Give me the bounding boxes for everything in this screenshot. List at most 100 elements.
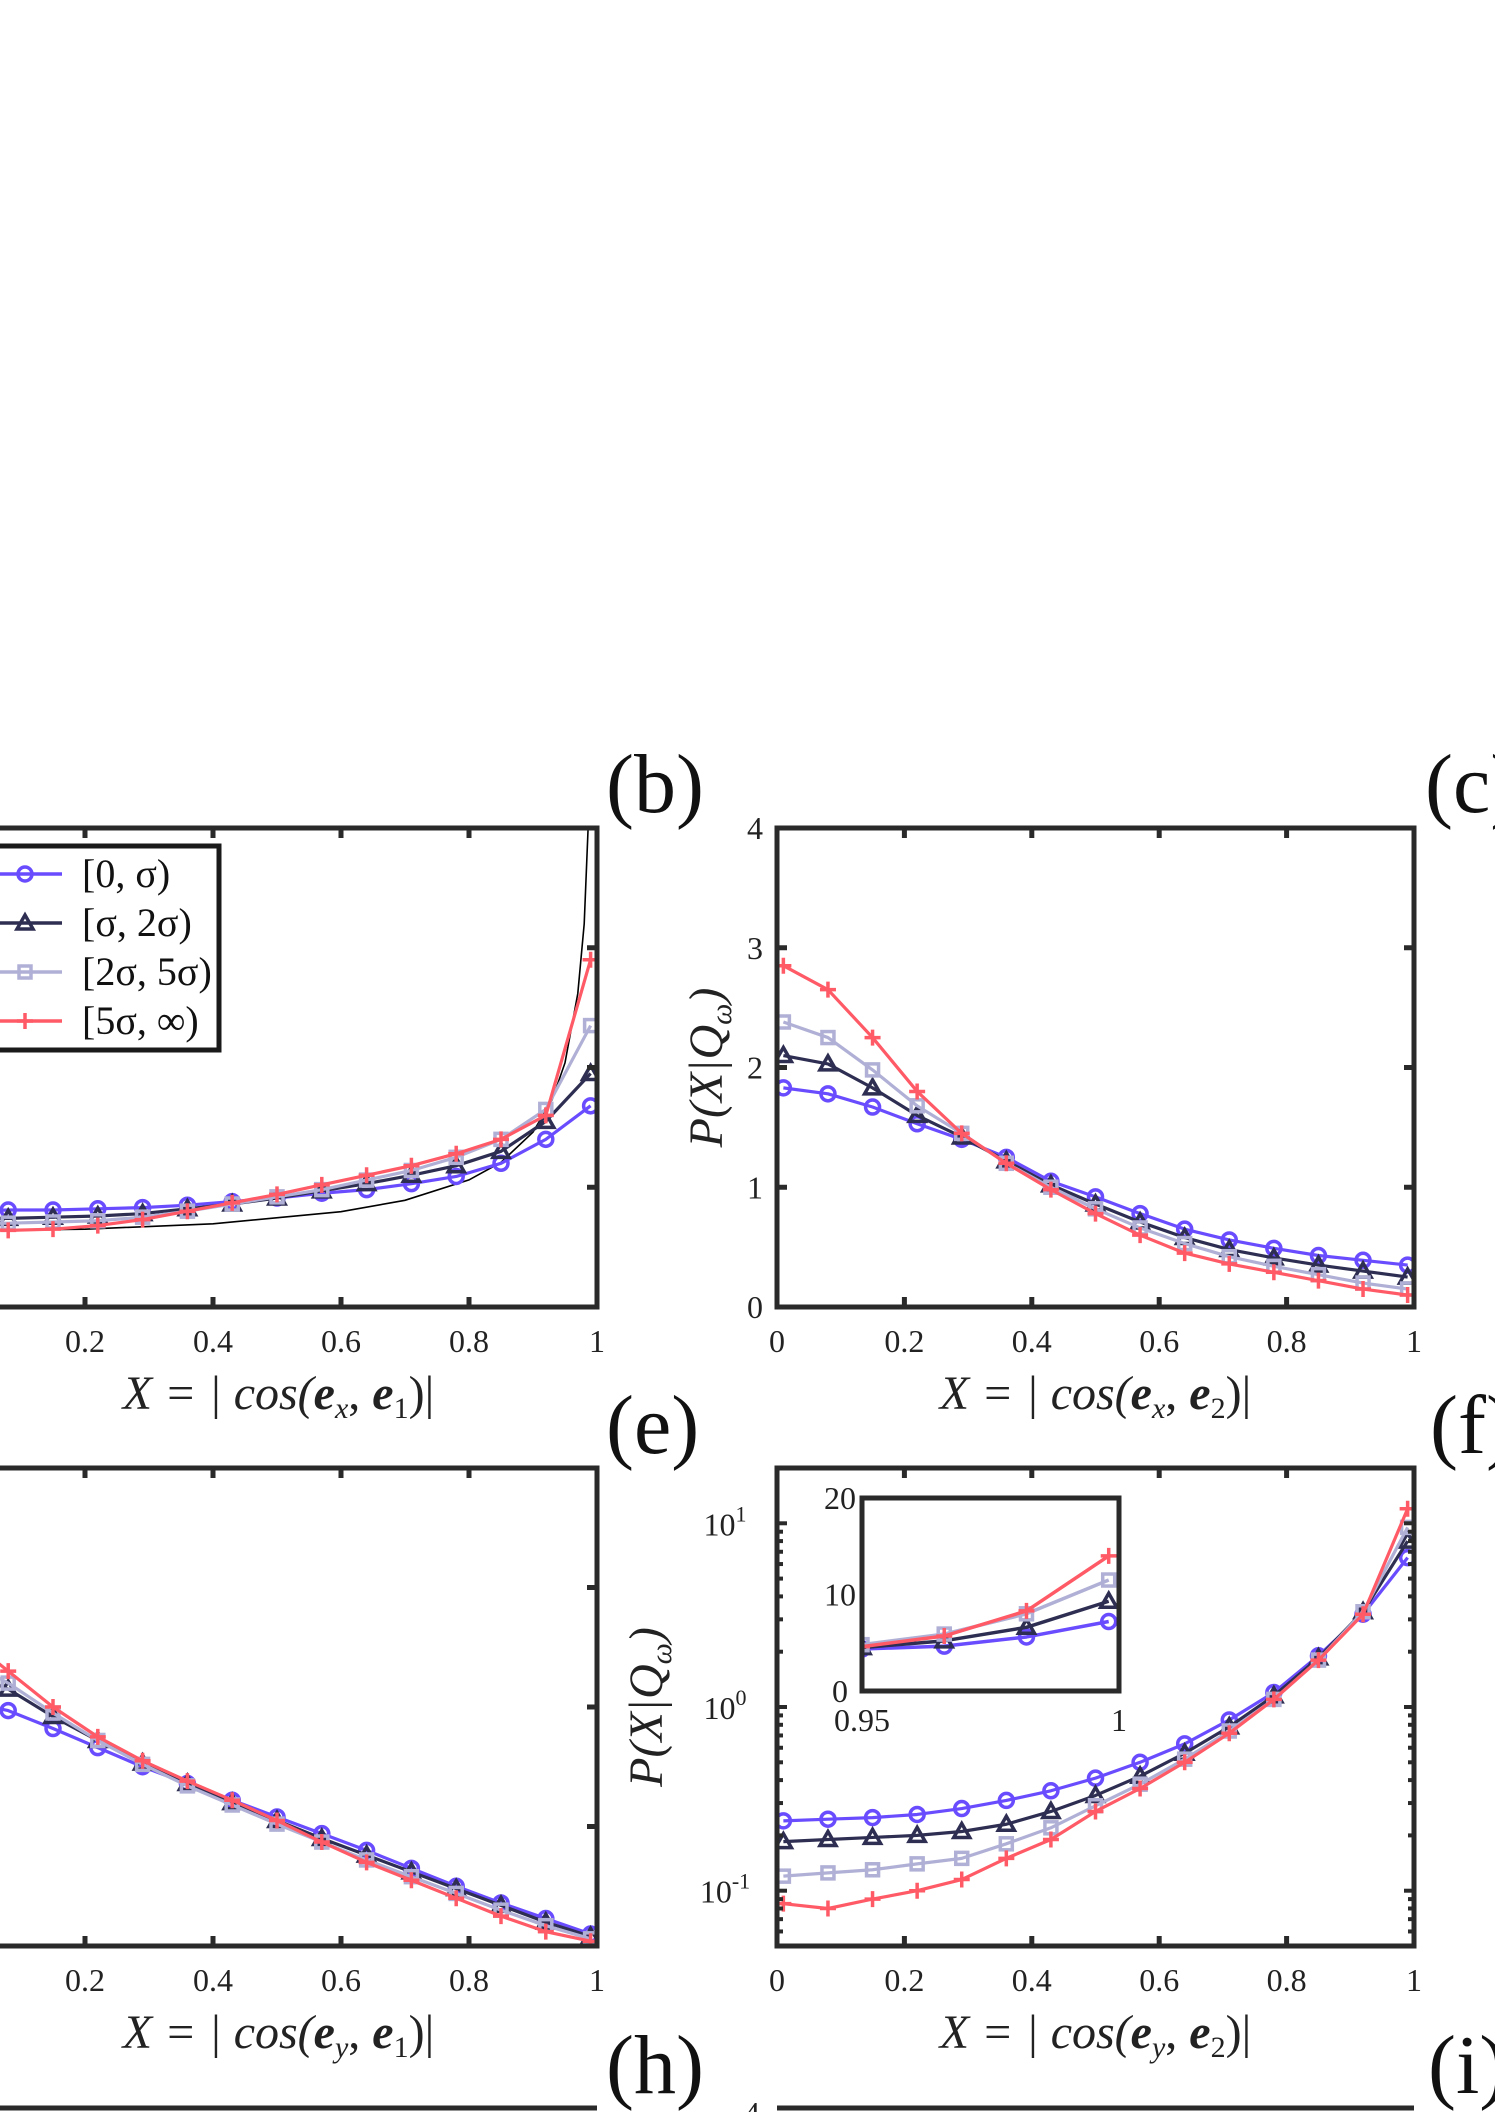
data-point-circle [819, 1085, 837, 1103]
ytick-label: 20 [824, 1480, 856, 1516]
xtick-label: 1 [589, 1323, 605, 1359]
plot-area [862, 1498, 1119, 1691]
data-point-plus [862, 1638, 870, 1655]
ytick-label: 1 [747, 1169, 763, 1205]
xtick-label: 0.4 [193, 1323, 233, 1359]
legend-item-plus: [5σ, ∞) [0, 998, 199, 1043]
data-point-triangle [1307, 1253, 1330, 1273]
data-point-plus [998, 1155, 1015, 1172]
xtick-label: 0.6 [1139, 1323, 1179, 1359]
legend-item-triangle: [σ, 2σ) [0, 900, 192, 945]
series-line [862, 1554, 1110, 1649]
xlabel-vector: e [1189, 2006, 1210, 2059]
series-plus [0, 951, 597, 1239]
data-point-triangle [534, 1109, 557, 1130]
ylabel-text: P(X|Q [680, 1025, 733, 1148]
y-axis-label: P(X|Qω) [620, 1627, 678, 1788]
xtick-label: 0.95 [834, 1702, 890, 1738]
xtick-label: 0.2 [65, 1323, 105, 1359]
xlabel-text: X = | cos( [938, 1367, 1134, 1420]
data-point-circle [581, 1097, 597, 1115]
xlabel-text: X = | cos( [121, 1367, 317, 1420]
xtick-label: 0.4 [1012, 1962, 1052, 1998]
data-point-plus [134, 1752, 151, 1769]
ytick-exponent: -1 [732, 1869, 750, 1894]
xtick-label: 1 [1111, 1702, 1127, 1738]
x-axis-label: X = | cos(ey, e2)| [938, 2006, 1251, 2064]
data-point-square [820, 1029, 836, 1046]
xtick-label: 0.4 [1012, 1323, 1052, 1359]
series-plus [777, 1500, 1414, 1917]
panel-label-c: (c) [1425, 738, 1495, 831]
data-point-plus [0, 1222, 17, 1239]
data-point-plus [313, 1834, 330, 1851]
data-point-plus [1310, 1652, 1327, 1669]
xtick-label: 1 [589, 1962, 605, 1998]
data-point-plus [1221, 1255, 1238, 1272]
ytick-label: 0 [747, 1289, 763, 1325]
data-point-triangle [1262, 1246, 1285, 1266]
data-point-plus [1018, 1602, 1035, 1619]
data-point-square [820, 1865, 836, 1881]
data-point-plus [819, 1900, 836, 1917]
data-point-circle [1354, 1251, 1372, 1270]
ylabel-text: ) [620, 1627, 673, 1646]
ytick-label: 101 [704, 1501, 747, 1542]
data-point-plus [1087, 1803, 1104, 1820]
xlabel-vector: e [1131, 1367, 1152, 1420]
circle-icon [16, 865, 34, 883]
data-point-plus [909, 1083, 926, 1100]
data-point-plus [358, 1167, 375, 1184]
plus-icon [17, 1013, 33, 1029]
xtick-label: 0.6 [321, 1323, 361, 1359]
data-point-circle [997, 1791, 1016, 1810]
data-point-circle [908, 1805, 926, 1824]
xtick-label: 0.4 [193, 1962, 233, 1998]
x-axis-label: X = | cos(ey, e1)| [121, 2006, 434, 2064]
data-point-plus [179, 1203, 196, 1220]
data-point-plus [224, 1792, 241, 1809]
data-point-plus [936, 1627, 953, 1644]
xlabel-text: , [348, 1367, 372, 1420]
ytick-exponent: 1 [736, 1501, 747, 1526]
legend: [0, σ)[σ, 2σ)[2σ, 5σ)[5σ, ∞) [0, 843, 222, 1053]
xlabel-text: )| [409, 1367, 435, 1420]
xtick-label: 0.6 [1139, 1962, 1179, 1998]
xtick-label: 1 [1406, 1323, 1422, 1359]
data-point-plus [909, 1882, 926, 1899]
xlabel-text: X = | cos( [938, 2006, 1134, 2059]
y-axis-label: P(X|Qω) [680, 988, 738, 1149]
data-point-square [864, 1062, 881, 1078]
data-point-plus [45, 1221, 61, 1238]
data-point-plus [537, 1107, 554, 1124]
data-point-plus [864, 1029, 881, 1046]
legend-label: [0, σ) [82, 851, 170, 896]
plot-area [0, 1468, 597, 1946]
data-point-triangle [816, 1052, 839, 1072]
xlabel-subscript: 1 [394, 1392, 409, 1425]
xlabel-text: )| [1226, 2006, 1252, 2059]
legend-label: [2σ, 5σ) [82, 949, 212, 994]
data-point-plus [1221, 1725, 1238, 1742]
ytick-label: 2 [747, 1050, 763, 1086]
data-point-circle [1099, 1612, 1118, 1631]
data-point-circle [447, 1167, 465, 1186]
series-plus [777, 957, 1414, 1304]
data-point-plus [1132, 1227, 1149, 1244]
plot-marks [0, 1662, 597, 1946]
data-point-square [953, 1850, 970, 1867]
xlabel-vector: e [1189, 1367, 1210, 1420]
axes-frame [859, 1495, 1122, 1694]
xlabel-vector: e [372, 2006, 393, 2059]
data-point-triangle [489, 1139, 513, 1160]
legend-label: [σ, 2σ) [82, 900, 192, 945]
xtick-label: 0.8 [449, 1962, 489, 1998]
xtick-label: 0.8 [1267, 1962, 1307, 1998]
xlabel-subscript: 2 [1211, 2031, 1226, 2064]
data-point-plus [1132, 1780, 1149, 1797]
xtick-label: 0.8 [1267, 1323, 1307, 1359]
series-line [783, 1540, 1409, 1844]
panel-label-i: (i) [1428, 2019, 1495, 2112]
xtick-label: 0.6 [321, 1962, 361, 1998]
